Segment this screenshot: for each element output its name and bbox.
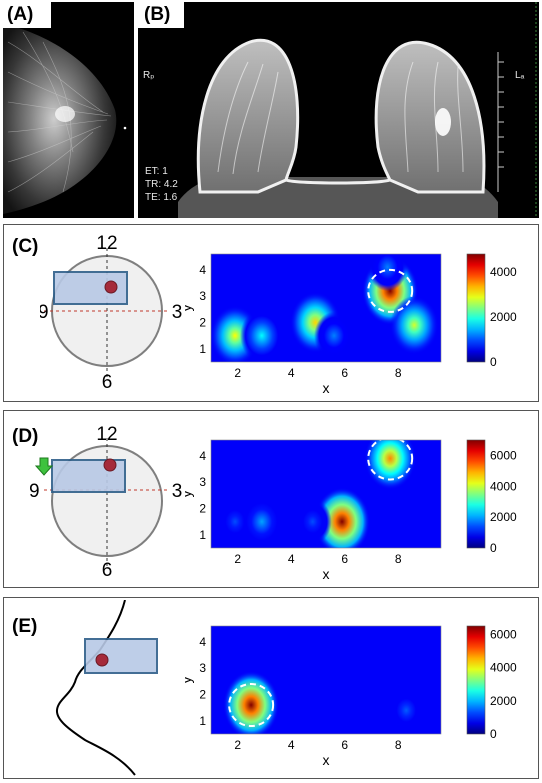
colorbar xyxy=(466,625,486,735)
heatmap-hotspot xyxy=(315,688,348,727)
plot-border xyxy=(210,439,442,549)
x-tick-label: 2 xyxy=(234,366,241,380)
tumor-marker xyxy=(104,280,118,294)
heatmap-hotspot xyxy=(367,254,408,292)
mri-param-et: ET: 1 xyxy=(145,166,168,177)
heatmap-hotspot xyxy=(390,295,439,355)
heatmap-svg: 2 4 6 8 1 2 3 4 x y 0 2000 4000 xyxy=(178,253,517,396)
clock-12: 12 xyxy=(96,233,117,254)
heatmap-svg: 2 4 6 8 1 2 3 4 x y 0 2000 4000 6000 xyxy=(178,625,517,768)
colorbar-tick-label: 6000 xyxy=(490,448,517,462)
clock-9: 9 xyxy=(40,302,49,323)
breast-profile-diagram xyxy=(56,600,158,776)
clock-diagram-d: 12 3 6 9 xyxy=(30,424,183,578)
mri-orientation-right: Lₐ xyxy=(515,70,525,81)
heatmap-hotspot xyxy=(240,309,284,362)
colorbar-tick-label: 2000 xyxy=(490,310,517,324)
panel-label-c: (C) xyxy=(12,236,39,257)
clock-3: 3 xyxy=(172,481,183,502)
mammogram-breast-tissue xyxy=(3,24,127,214)
panel-label-d: (D) xyxy=(12,426,39,447)
clock-3: 3 xyxy=(172,302,183,323)
x-tick-label: 6 xyxy=(341,366,348,380)
y-tick-label: 3 xyxy=(199,289,206,303)
clock-9: 9 xyxy=(30,481,40,502)
y-tick-label: 2 xyxy=(199,315,206,329)
heatmap-d: 2 4 6 8 1 2 3 4 x y 0 2000 4000 6000 xyxy=(178,430,535,588)
x-tick-label: 8 xyxy=(395,366,402,380)
x-tick-label: 6 xyxy=(341,552,348,566)
x-tick-label: 8 xyxy=(395,738,402,752)
mammogram-image xyxy=(3,2,134,218)
heatmap-hotspot xyxy=(411,504,441,544)
tumor-marker xyxy=(103,458,117,472)
y-tick-label: 1 xyxy=(199,342,206,356)
plot-border xyxy=(210,625,442,735)
colorbar-tick-label: 4000 xyxy=(490,479,517,493)
heatmap-hotspot xyxy=(223,671,280,734)
x-axis-label: x xyxy=(323,380,330,396)
y-axis-label: y xyxy=(185,491,194,498)
x-axis-label: x xyxy=(323,566,330,582)
heatmap-hotspot xyxy=(293,498,332,545)
tumor-highlight-circle xyxy=(228,683,275,728)
clock-6: 6 xyxy=(102,372,113,392)
colorbar-tick-label: 4000 xyxy=(490,661,517,675)
heatmap-e: 2 4 6 8 1 2 3 4 x y 0 2000 4000 6000 xyxy=(178,616,535,778)
panel-label-b: (B) xyxy=(144,4,171,25)
probe-region-rect xyxy=(84,638,158,674)
x-tick-label: 6 xyxy=(341,738,348,752)
tumor-highlight-circle xyxy=(367,268,414,313)
heatmap-hotspot xyxy=(241,496,283,547)
colorbar-tick-label: 2000 xyxy=(490,694,517,708)
x-tick-label: 4 xyxy=(288,738,295,752)
breast-profile-outline xyxy=(56,600,136,776)
x-tick-label: 2 xyxy=(234,552,241,566)
colorbar xyxy=(466,253,486,363)
heatmap-svg: 2 4 6 8 1 2 3 4 x y 0 2000 4000 6000 xyxy=(178,436,517,582)
down-arrow-icon xyxy=(34,457,54,476)
y-tick-label: 2 xyxy=(199,687,206,701)
tumor-highlight-circle xyxy=(367,436,414,481)
clock-6: 6 xyxy=(102,560,113,578)
y-tick-label: 4 xyxy=(199,449,206,463)
mri-param-te: TE: 1.6 xyxy=(145,192,178,203)
heatmap-hotspot xyxy=(386,687,426,734)
y-tick-label: 3 xyxy=(199,661,206,675)
mri-breasts xyxy=(178,2,537,218)
heatmap-c: 2 4 6 8 1 2 3 4 x y 0 2000 4000 xyxy=(178,244,535,402)
y-tick-label: 4 xyxy=(199,263,206,277)
y-tick-label: 1 xyxy=(199,528,206,542)
y-tick-label: 3 xyxy=(199,475,206,489)
x-tick-label: 4 xyxy=(288,366,295,380)
colorbar-tick-label: 0 xyxy=(490,355,497,369)
y-tick-label: 4 xyxy=(199,635,206,649)
heatmap-hotspot xyxy=(364,440,416,490)
mri-image: Rₚ Lₐ ET: 1 TR: 4.2 TE: 1.6 xyxy=(138,2,539,218)
mri-param-tr: TR: 4.2 xyxy=(145,179,178,190)
colorbar-tick-label: 6000 xyxy=(490,627,517,641)
colorbar-tick-label: 0 xyxy=(490,541,497,555)
x-tick-label: 4 xyxy=(288,552,295,566)
y-tick-label: 2 xyxy=(199,501,206,515)
panel-label-a: (A) xyxy=(7,4,34,25)
panel-label-e: (E) xyxy=(12,616,38,637)
x-tick-label: 8 xyxy=(395,552,402,566)
y-axis-label: y xyxy=(185,305,194,312)
y-tick-label: 1 xyxy=(199,714,206,728)
tumor-marker xyxy=(95,653,109,667)
y-axis-label: y xyxy=(185,677,194,684)
clock-12: 12 xyxy=(96,424,117,445)
colorbar-tick-label: 2000 xyxy=(490,510,517,524)
mri-orientation-left: Rₚ xyxy=(143,70,155,81)
plot-border xyxy=(210,253,442,363)
colorbar-tick-label: 4000 xyxy=(490,265,517,279)
colorbar-tick-label: 0 xyxy=(490,727,497,741)
clock-diagram-c: 12 3 6 9 xyxy=(40,233,183,392)
colorbar xyxy=(466,439,486,549)
x-tick-label: 2 xyxy=(234,738,241,752)
heatmap-hotspot xyxy=(314,311,355,360)
x-axis-label: x xyxy=(323,752,330,768)
